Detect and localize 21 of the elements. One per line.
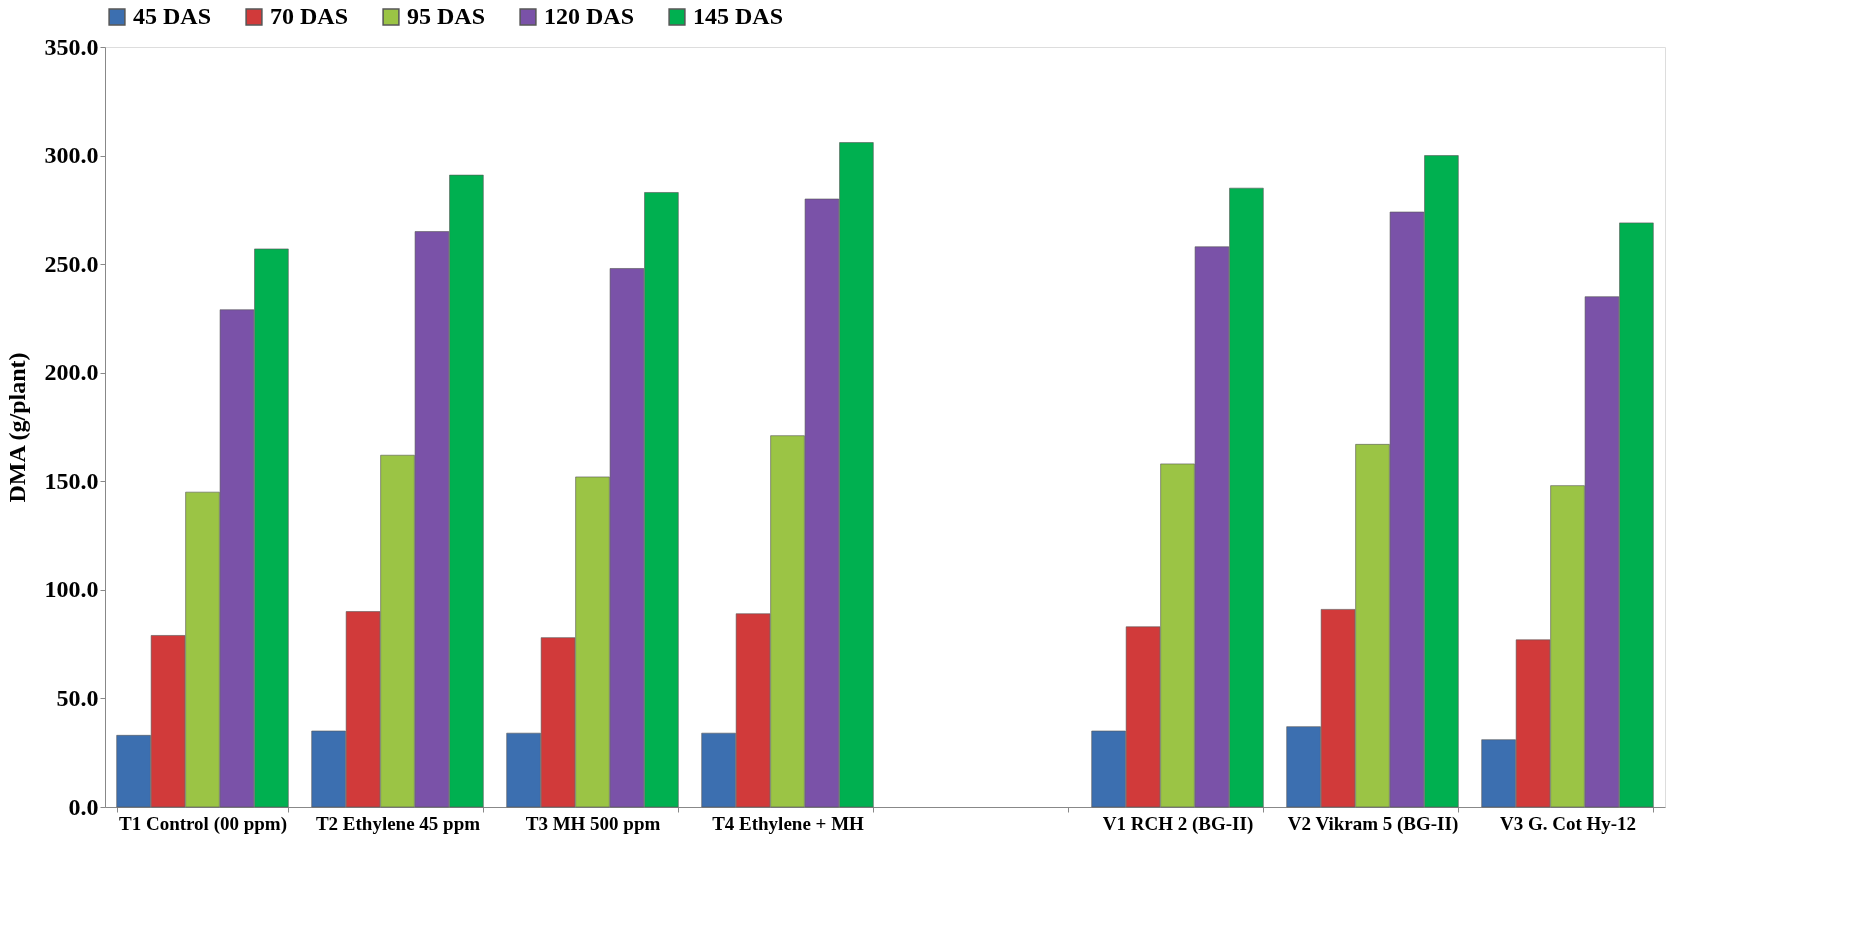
y-axis-title: DMA (g/plant)	[3, 352, 30, 503]
x-tick-label: T4 Ethylene + MH	[712, 812, 865, 834]
y-tick-label: 250.0	[44, 250, 99, 277]
x-tick-label: V3 G. Cot Hy-12	[1499, 812, 1637, 834]
x-tick-label: T2 Ethylene 45 ppm	[315, 812, 481, 834]
legend-label: 120 DAS	[544, 3, 635, 29]
legend-label: 95 DAS	[407, 3, 486, 29]
y-tick-label: 50.0	[56, 684, 99, 711]
legend-label: 45 DAS	[133, 3, 212, 29]
y-tick-label: 150.0	[44, 467, 99, 494]
y-tick-label: 100.0	[44, 576, 99, 603]
y-tick-label: 300.0	[44, 142, 99, 169]
y-tick-label: 0.0	[68, 793, 99, 820]
x-tick-label: V1 RCH 2 (BG-II)	[1102, 812, 1254, 835]
legend-label: 70 DAS	[270, 3, 349, 29]
x-tick-label: V2 Vikram 5 (BG-II)	[1287, 812, 1459, 835]
y-tick-label: 200.0	[44, 359, 99, 386]
x-tick-label: T1 Control (00 ppm)	[118, 812, 288, 835]
x-tick-label: T3 MH 500 ppm	[525, 812, 661, 834]
y-tick-label: 350.0	[44, 33, 99, 60]
legend-label: 145 DAS	[693, 3, 784, 29]
